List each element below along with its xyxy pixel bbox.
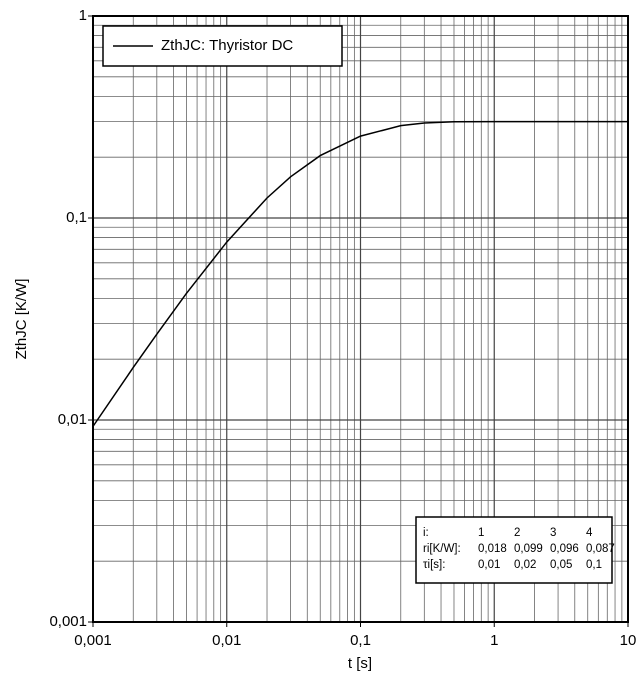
table-cell: 3 bbox=[550, 527, 556, 539]
table-cell: 4 bbox=[586, 527, 593, 539]
table-cell: 0,1 bbox=[586, 559, 602, 571]
table-box bbox=[415, 516, 613, 584]
x-tick-label: 1 bbox=[490, 632, 498, 649]
table-cell: 0,01 bbox=[478, 559, 500, 571]
plot-frame bbox=[92, 15, 629, 623]
table-cell: 2 bbox=[514, 527, 520, 539]
y-tick-label: 1 bbox=[79, 7, 87, 24]
legend-label: ZthJC: Thyristor DC bbox=[161, 37, 293, 54]
table-cell: 0,02 bbox=[514, 559, 536, 571]
y-tick-label: 0,01 bbox=[58, 411, 87, 428]
table-cell: i: bbox=[423, 527, 429, 539]
table-cell: 0,018 bbox=[478, 543, 507, 555]
x-tick-label: 10 bbox=[620, 632, 637, 649]
table-cell: 0,087 bbox=[586, 543, 615, 555]
x-tick-label: 0,001 bbox=[74, 632, 112, 649]
x-tick-label: 0,1 bbox=[350, 632, 371, 649]
parameter-table: i: 1 2 3 4 ri[K/W]: 0,018 0,099 0,096 0,087 τi[s]:… bbox=[415, 516, 615, 584]
table-cell: 1 bbox=[478, 527, 484, 539]
table-cell: 0,096 bbox=[550, 543, 579, 555]
table-cell: τi[s]: bbox=[423, 559, 445, 571]
x-tick-label: 0,01 bbox=[212, 632, 241, 649]
table-cell: ri[K/W]: bbox=[423, 543, 461, 555]
table-cell: 0,05 bbox=[550, 559, 572, 571]
data-line bbox=[92, 120, 628, 427]
y-tick-label: 0,001 bbox=[49, 613, 87, 630]
y-tick-label: 0,1 bbox=[66, 209, 87, 226]
y-axis-label: ZthJC [K/W] bbox=[13, 279, 30, 360]
x-axis-label: t [s] bbox=[348, 655, 372, 672]
table-cell: 0,099 bbox=[514, 543, 543, 555]
